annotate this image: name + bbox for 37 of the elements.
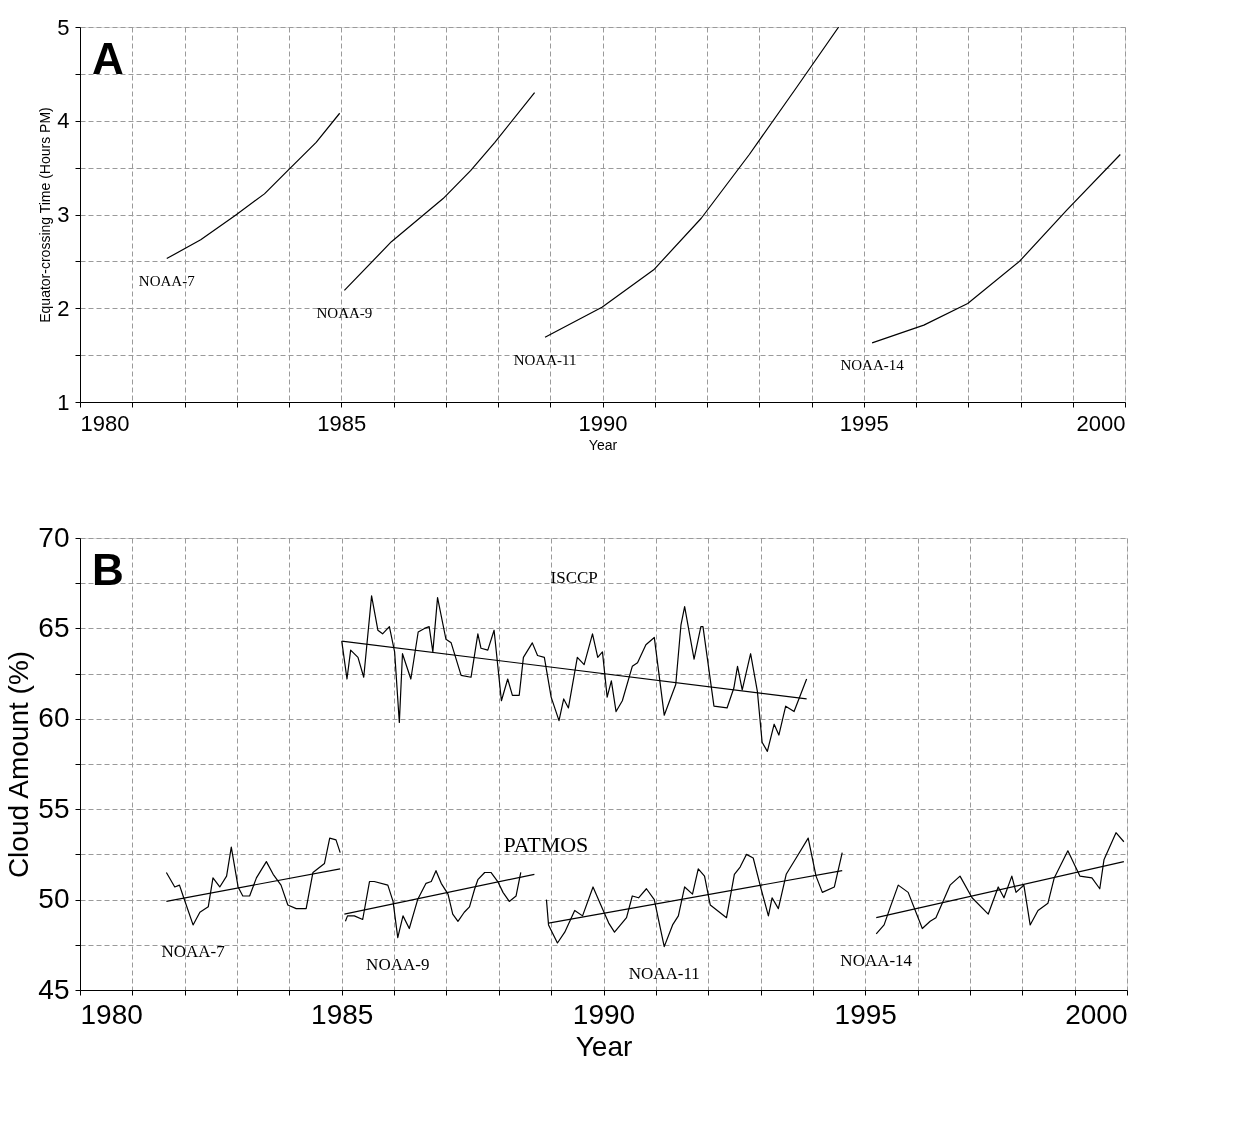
series-label: NOAA-11 — [628, 963, 700, 983]
x-tick-label: 2000 — [1076, 410, 1126, 436]
series-label: NOAA-11 — [513, 351, 577, 368]
y-tick-label: 2 — [57, 295, 70, 321]
x-axis-title: Year — [575, 1030, 633, 1062]
x-tick-label: 1990 — [572, 998, 636, 1030]
y-tick-label: 50 — [38, 883, 70, 915]
series-label: NOAA-9 — [366, 954, 430, 974]
y-tick-label: 3 — [57, 202, 70, 227]
series-label: NOAA-9 — [316, 304, 373, 321]
y-tick-label: 70 — [38, 521, 70, 553]
y-tick-label: 4 — [57, 108, 70, 134]
series-label: NOAA-7 — [161, 942, 226, 962]
series-label: NOAA-7 — [138, 273, 196, 290]
text: ISCCP — [550, 567, 598, 587]
annotation: PATMOS — [503, 832, 589, 858]
y-tick-label: 55 — [38, 792, 70, 824]
x-tick-label: 1985 — [311, 998, 374, 1030]
x-tick-label: 1995 — [834, 998, 897, 1030]
x-tick-label: 1990 — [578, 410, 628, 436]
x-tick-label: 1985 — [317, 410, 367, 436]
x-tick-label: 1995 — [839, 410, 889, 436]
series-label: NOAA-14 — [840, 951, 913, 971]
y-tick-label: 1 — [57, 389, 70, 415]
x-tick-label: 1980 — [80, 410, 130, 436]
y-tick-label: 60 — [38, 702, 70, 734]
annotation: A — [92, 34, 124, 83]
y-tick-label: 45 — [38, 973, 70, 1005]
series-label: NOAA-14 — [840, 357, 905, 374]
annotation: B — [92, 545, 124, 594]
y-axis-title: Equator-crossing Time (Hours PM) — [37, 107, 54, 323]
x-tick-label: 1980 — [80, 998, 143, 1030]
y-axis-title: Cloud Amount (%) — [3, 650, 35, 879]
x-tick-label: 2000 — [1065, 998, 1128, 1030]
y-tick-label: 65 — [38, 611, 70, 643]
x-axis-title: Year — [588, 436, 618, 453]
y-tick-label: 5 — [57, 14, 70, 40]
